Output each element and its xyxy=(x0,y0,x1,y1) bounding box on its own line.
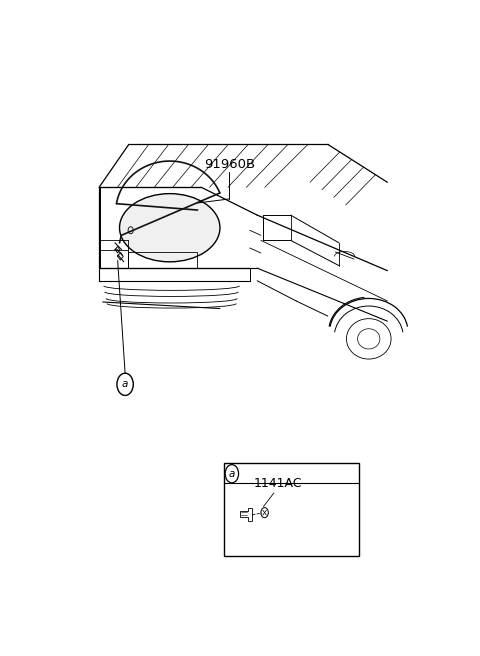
Circle shape xyxy=(117,373,133,396)
Ellipse shape xyxy=(120,194,220,262)
Bar xyxy=(224,462,360,556)
Text: a: a xyxy=(228,469,235,479)
Text: 91960B: 91960B xyxy=(204,157,255,171)
Text: a: a xyxy=(122,379,128,389)
Circle shape xyxy=(225,464,239,483)
Text: 1141AC: 1141AC xyxy=(253,478,302,490)
